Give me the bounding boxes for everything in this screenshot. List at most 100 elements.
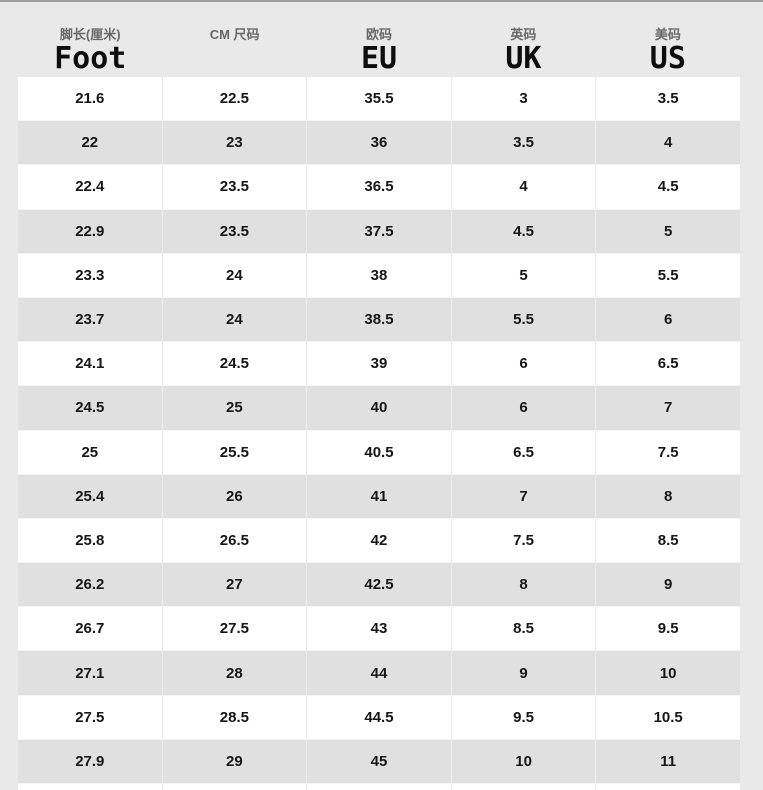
- column-header-cn-label: 欧码: [366, 27, 393, 42]
- column-header-cm: CM 尺码: [162, 26, 306, 74]
- table-cell: 5.5: [595, 253, 740, 297]
- table-cell: 4.5: [450, 209, 596, 253]
- table-cell: 23: [161, 121, 307, 165]
- table-cell: 44.5: [306, 695, 451, 739]
- table-header-row: 脚长(厘米) Foot CM 尺码 欧码 EU 英码 UK 美码 US: [18, 2, 740, 74]
- table-cell: 5: [595, 209, 740, 253]
- column-header-latin-label: UK: [505, 41, 542, 76]
- table-row: 27.1 28 44 9 10: [18, 651, 740, 696]
- table-row: 23.7 24 38.5 5.5 6: [18, 297, 740, 343]
- column-header-cn-label: CM 尺码: [209, 27, 260, 42]
- table-cell: 23.5: [161, 209, 307, 253]
- table-cell: 26: [161, 474, 307, 518]
- table-row: 27.5 28.5 44.5 9.5 10.5: [18, 695, 740, 740]
- table-cell: [161, 784, 307, 790]
- table-cell: 3: [450, 77, 596, 121]
- table-row: 26.2 27 42.5 8 9: [18, 563, 740, 608]
- table-cell: 40: [306, 386, 451, 430]
- table-cell: 27.5: [161, 607, 307, 651]
- column-header-cn-label: 脚长(厘米): [59, 27, 121, 42]
- table-cell: 7: [595, 386, 740, 430]
- table-cell: 42.5: [306, 563, 451, 607]
- table-cell: 11: [595, 739, 740, 783]
- table-cell: 3.5: [595, 77, 740, 121]
- table-cell: 9: [595, 563, 740, 607]
- table-cell: [18, 784, 162, 790]
- table-cell: 6: [595, 297, 740, 342]
- table-cell: 40.5: [306, 430, 451, 474]
- table-cell: 26.5: [161, 518, 307, 563]
- column-header-latin-label: US: [649, 41, 686, 76]
- table-cell: 8.5: [595, 518, 740, 563]
- table-cell: 36: [306, 121, 451, 165]
- table-row-partial: [18, 784, 740, 790]
- column-header-latin-label: EU: [360, 41, 398, 76]
- table-row: 21.6 22.5 35.5 3 3.5: [18, 77, 740, 122]
- top-divider: [0, 0, 763, 2]
- table-cell: 36.5: [306, 165, 451, 209]
- table-cell: 6.5: [450, 430, 596, 474]
- table-cell: 9.5: [595, 607, 740, 651]
- table-row: 25 25.5 40.5 6.5 7.5: [18, 430, 740, 475]
- table-cell: 5: [450, 253, 596, 297]
- table-cell: 6: [450, 342, 596, 386]
- table-row: 25.8 26.5 42 7.5 8.5: [18, 518, 740, 564]
- table-row: 25.4 26 41 7 8: [18, 474, 740, 519]
- table-cell: 25.8: [75, 531, 105, 549]
- table-cell: 24.5: [161, 342, 307, 386]
- table-cell: 37.5: [306, 209, 451, 253]
- table-cell: 22.5: [161, 77, 307, 121]
- table-cell: 45: [306, 739, 451, 783]
- table-row: 23.3 24 38 5 5.5: [18, 253, 740, 298]
- table-cell: 4: [595, 121, 740, 165]
- table-cell: 7.5: [450, 518, 596, 563]
- table-row: 22.9 23.5 37.5 4.5 5: [18, 209, 740, 254]
- table-cell: 6.5: [595, 342, 740, 386]
- table-cell: 22.4: [75, 178, 105, 196]
- table-cell: 25.5: [161, 430, 307, 474]
- column-header-uk: 英码 UK: [451, 26, 595, 74]
- table-cell: 28.5: [161, 695, 307, 739]
- table-cell: 3.5: [450, 121, 596, 165]
- table-cell: 43: [306, 607, 451, 651]
- table-cell: 24: [161, 253, 307, 297]
- table-cell: 41: [306, 474, 451, 518]
- table-row: 22.4 23.5 36.5 4 4.5: [18, 165, 740, 210]
- table-cell: 8: [595, 474, 740, 518]
- column-header-us: 美码 US: [596, 26, 740, 74]
- table-cell: [450, 784, 596, 790]
- table-cell: 10: [450, 739, 596, 783]
- table-cell: 24.5: [75, 399, 105, 417]
- table-cell: 23.5: [161, 165, 307, 209]
- table-cell: 10: [595, 651, 740, 695]
- column-header-cn-label: 美码: [654, 27, 681, 42]
- table-cell: 27.5: [75, 708, 105, 726]
- shoe-size-chart: 脚长(厘米) Foot CM 尺码 欧码 EU 英码 UK 美码 US 21.6…: [18, 2, 740, 790]
- table-cell: 27: [161, 563, 307, 607]
- table-cell: 8.5: [450, 607, 596, 651]
- table-body: 21.6 22.5 35.5 3 3.5 22 23 36 3.5 4 22.4…: [18, 77, 740, 790]
- table-cell: 4: [450, 165, 596, 209]
- table-cell: 8: [450, 563, 596, 607]
- table-cell: 22: [81, 134, 99, 152]
- table-cell: 29: [161, 739, 307, 783]
- table-cell: 6: [450, 386, 596, 430]
- table-cell: 9: [450, 651, 596, 695]
- table-cell: 5.5: [450, 297, 596, 342]
- column-header-foot: 脚长(厘米) Foot: [18, 26, 162, 74]
- table-cell: 9.5: [450, 695, 596, 739]
- table-cell: 25.4: [75, 487, 105, 505]
- table-cell: 22.9: [75, 222, 105, 240]
- table-cell: 25: [81, 443, 99, 461]
- table-cell: 38.5: [306, 297, 451, 342]
- table-cell: 24: [161, 297, 307, 342]
- table-cell: 44: [306, 651, 451, 695]
- table-cell: 27.9: [75, 752, 105, 770]
- table-cell: 42: [306, 518, 451, 563]
- table-row: 24.1 24.5 39 6 6.5: [18, 342, 740, 387]
- table-cell: 25: [161, 386, 307, 430]
- table-cell: 27.1: [75, 664, 105, 682]
- column-header-latin-label: Foot: [54, 41, 127, 76]
- table-cell: [595, 784, 740, 790]
- table-cell: 35.5: [306, 77, 451, 121]
